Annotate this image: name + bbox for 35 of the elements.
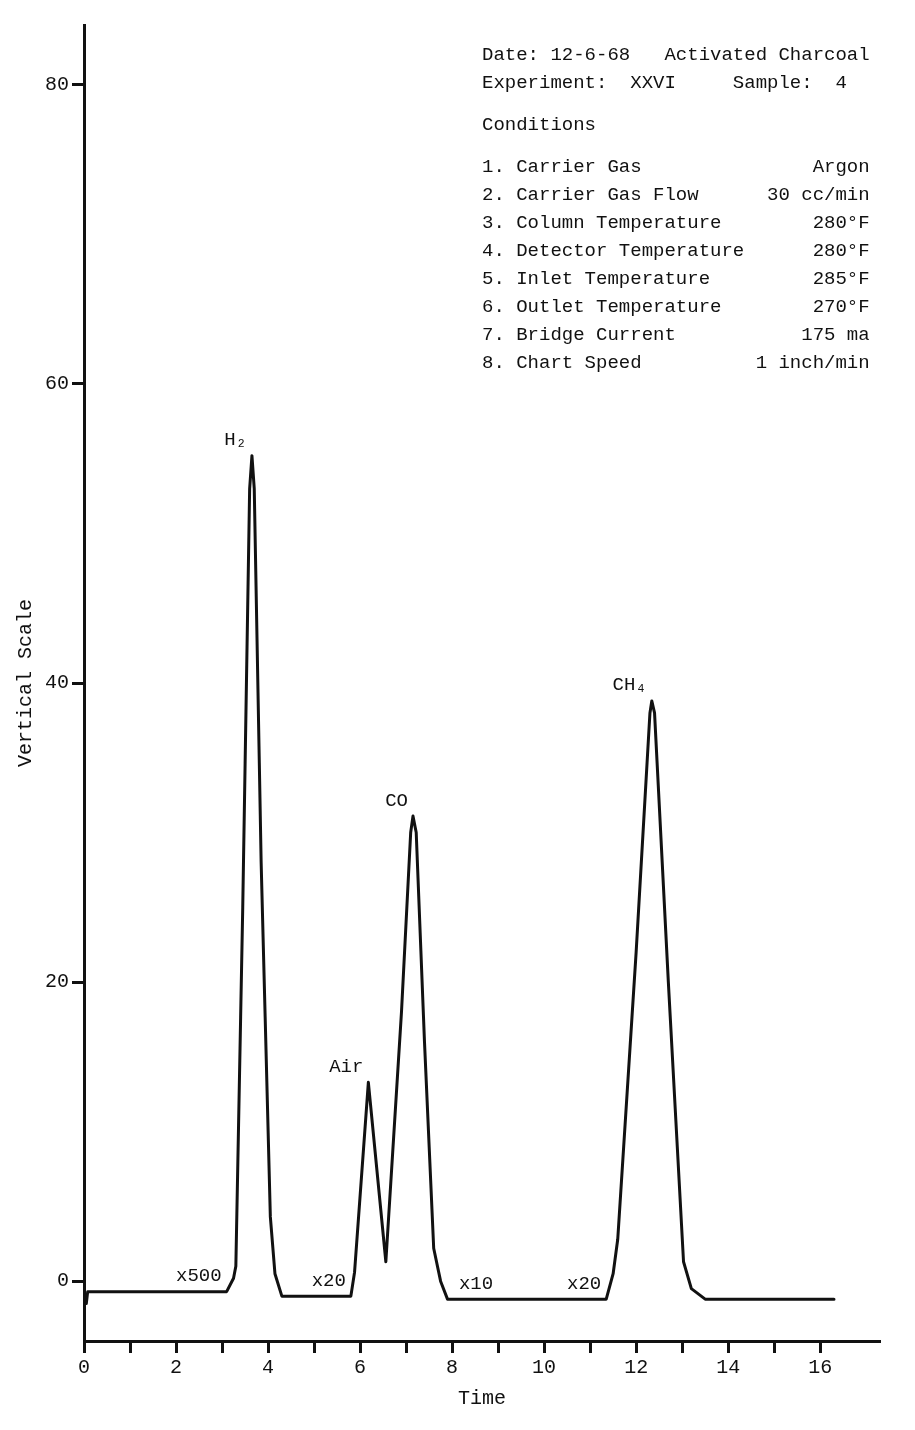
annotation: Conditions bbox=[482, 113, 597, 136]
x-tick-label: 16 bbox=[808, 1356, 833, 1380]
annotation: Experiment: XXVI Sample: 4 bbox=[482, 71, 847, 94]
annotation: CH₄ bbox=[612, 674, 647, 697]
x-tick-label: 4 bbox=[262, 1356, 275, 1380]
annotation: x20 bbox=[311, 1269, 346, 1292]
y-tick-label: 0 bbox=[56, 1269, 69, 1293]
annotation: x500 bbox=[176, 1265, 222, 1288]
annotation: 6. Outlet Temperature 270°F bbox=[482, 295, 870, 318]
annotation: Date: 12-6-68 Activated Charcoal bbox=[482, 43, 870, 66]
y-tick-label: 20 bbox=[44, 970, 69, 994]
y-tick-label: 60 bbox=[44, 372, 69, 396]
y-tick-label: 40 bbox=[44, 671, 69, 695]
x-tick-label: 2 bbox=[170, 1356, 183, 1380]
annotation: 1. Carrier Gas Argon bbox=[482, 155, 870, 178]
x-tick-label: 14 bbox=[716, 1356, 741, 1380]
x-tick-label: 10 bbox=[532, 1356, 557, 1380]
annotation: CO bbox=[385, 789, 408, 812]
annotation: 8. Chart Speed 1 inch/min bbox=[482, 351, 870, 374]
annotation: 5. Inlet Temperature 285°F bbox=[482, 267, 870, 290]
x-tick-label: 12 bbox=[624, 1356, 649, 1380]
x-tick-label: 0 bbox=[78, 1356, 91, 1380]
x-tick-label: 8 bbox=[446, 1356, 459, 1380]
annotation: 4. Detector Temperature 280°F bbox=[482, 239, 870, 262]
annotation: 2. Carrier Gas Flow 30 cc/min bbox=[482, 183, 870, 206]
annotation: x10 bbox=[458, 1272, 494, 1295]
x-tick-label: 6 bbox=[354, 1356, 367, 1380]
annotation: x20 bbox=[567, 1272, 602, 1295]
x-axis-title: Time bbox=[457, 1387, 507, 1411]
y-axis-title: Vertical Scale bbox=[14, 598, 38, 768]
annotation: H₂ bbox=[224, 429, 247, 452]
annotation: Air bbox=[329, 1055, 364, 1078]
y-tick-label: 80 bbox=[44, 73, 69, 97]
annotation: 3. Column Temperature 280°F bbox=[482, 211, 870, 234]
annotation: 7. Bridge Current 175 ma bbox=[482, 323, 870, 346]
